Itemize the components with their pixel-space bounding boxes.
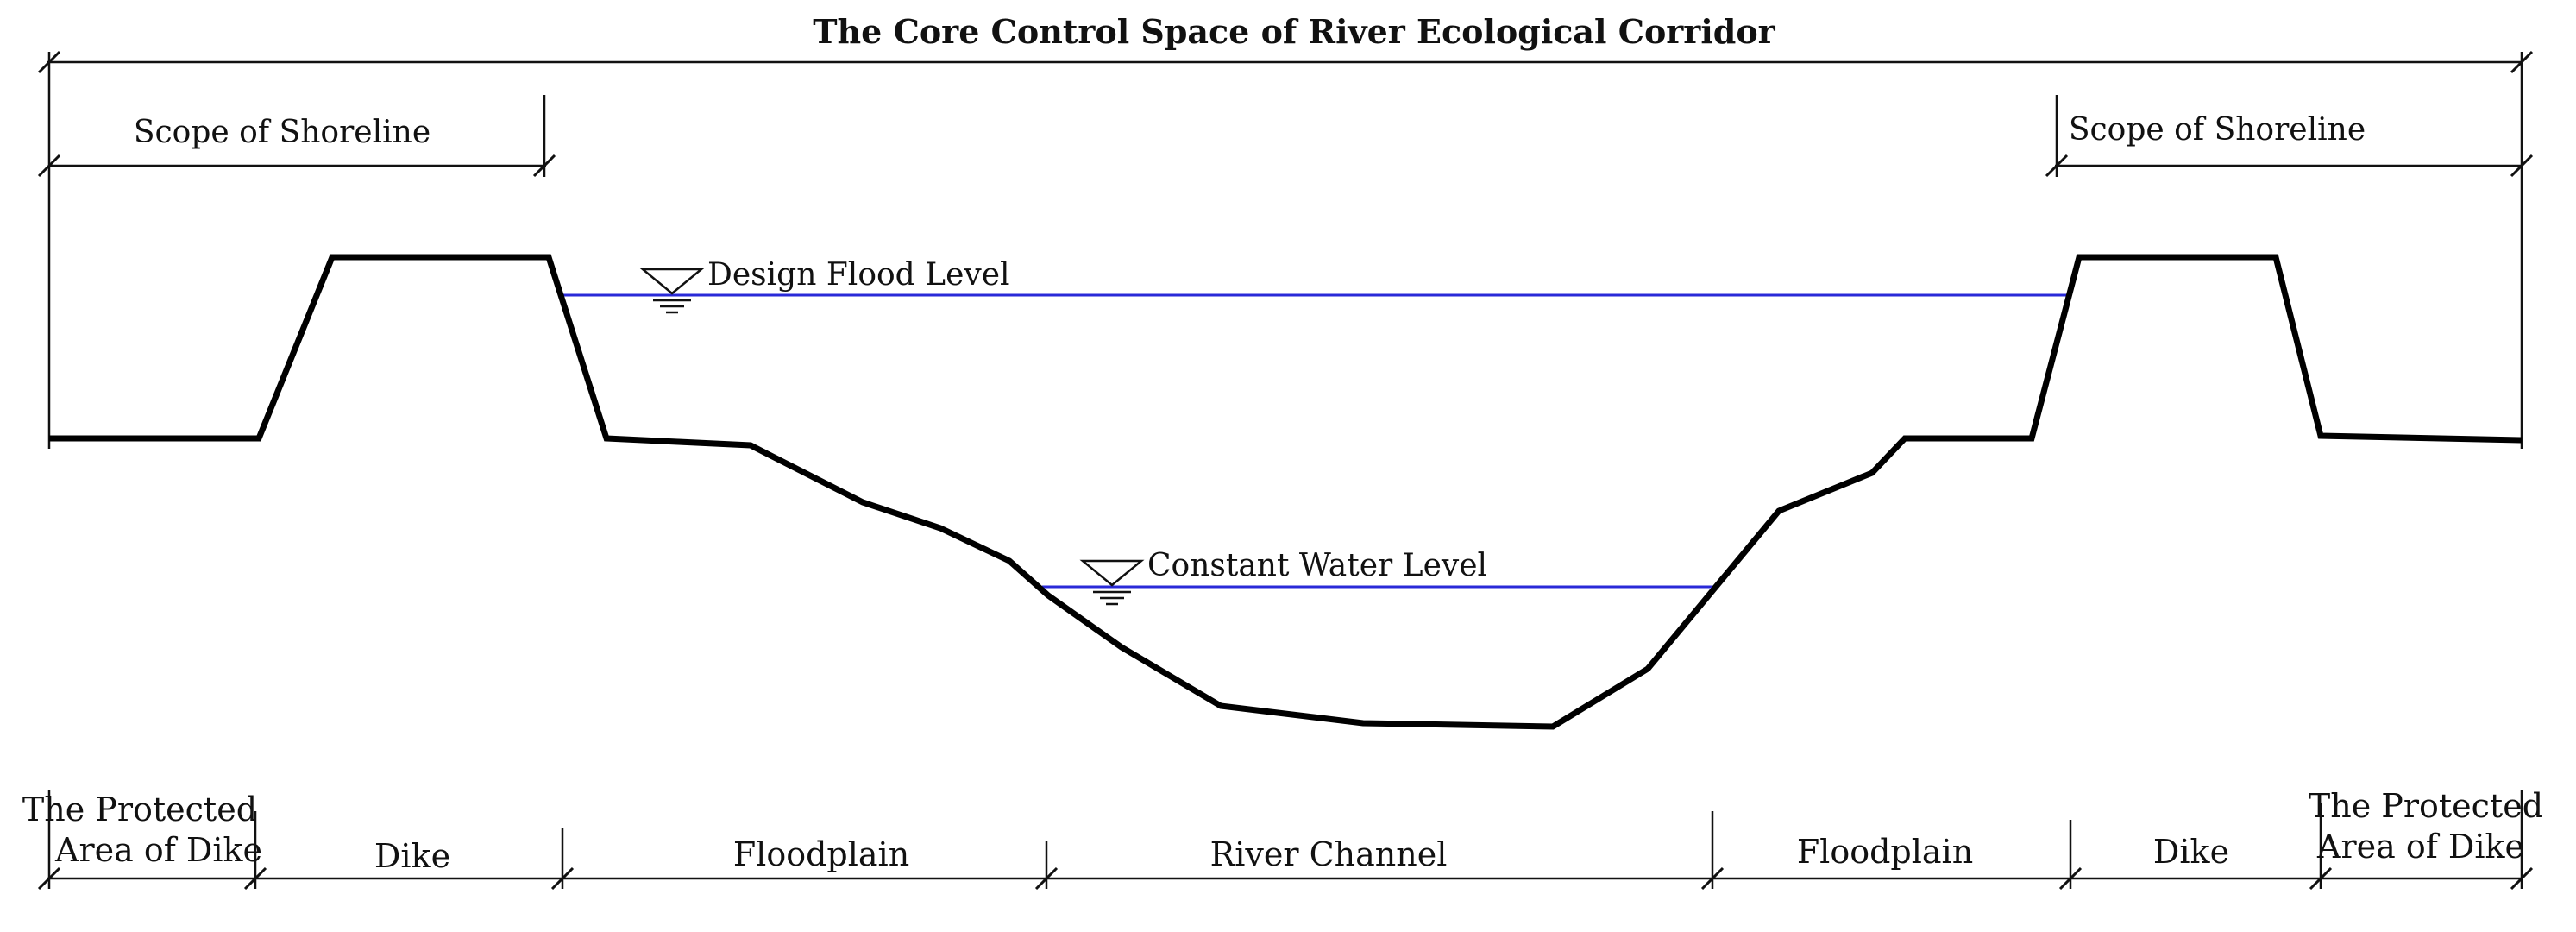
left-shoreline-label: Scope of Shoreline <box>134 115 430 150</box>
zone-label-river-channel: River Channel <box>1210 835 1448 873</box>
right-shoreline-label: Scope of Shoreline <box>2069 112 2366 148</box>
core-control-dimension <box>37 50 2534 449</box>
protected-left-line1: The Protected <box>22 790 257 828</box>
constant-water-level-symbol <box>1079 559 1145 606</box>
zone-label-protected-area-left: The Protected Area of Dike <box>22 790 267 869</box>
zone-label-floodplain-left: Floodplain <box>733 835 909 873</box>
design-flood-level-symbol <box>639 268 705 314</box>
right-shoreline-dimension <box>2045 95 2534 178</box>
river-cross-section-profile <box>49 254 2523 730</box>
left-shoreline-dimension <box>37 95 556 178</box>
protected-left-line2: Area of Dike <box>54 831 262 869</box>
zone-label-dike-right: Dike <box>2153 833 2229 871</box>
protected-right-line2: Area of Dike <box>2316 828 2524 866</box>
design-flood-level-label: Design Flood Level <box>707 257 1010 293</box>
zone-label-floodplain-right: Floodplain <box>1797 833 1973 871</box>
zone-label-dike-left: Dike <box>374 837 450 875</box>
protected-right-line1: The Protected <box>2309 787 2543 825</box>
constant-water-level-label: Constant Water Level <box>1147 548 1487 583</box>
zone-label-protected-area-right: The Protected Area of Dike <box>2309 787 2554 866</box>
diagram-title: The Core Control Space of River Ecologic… <box>813 12 1775 51</box>
zone-dimension-line <box>37 790 2534 891</box>
